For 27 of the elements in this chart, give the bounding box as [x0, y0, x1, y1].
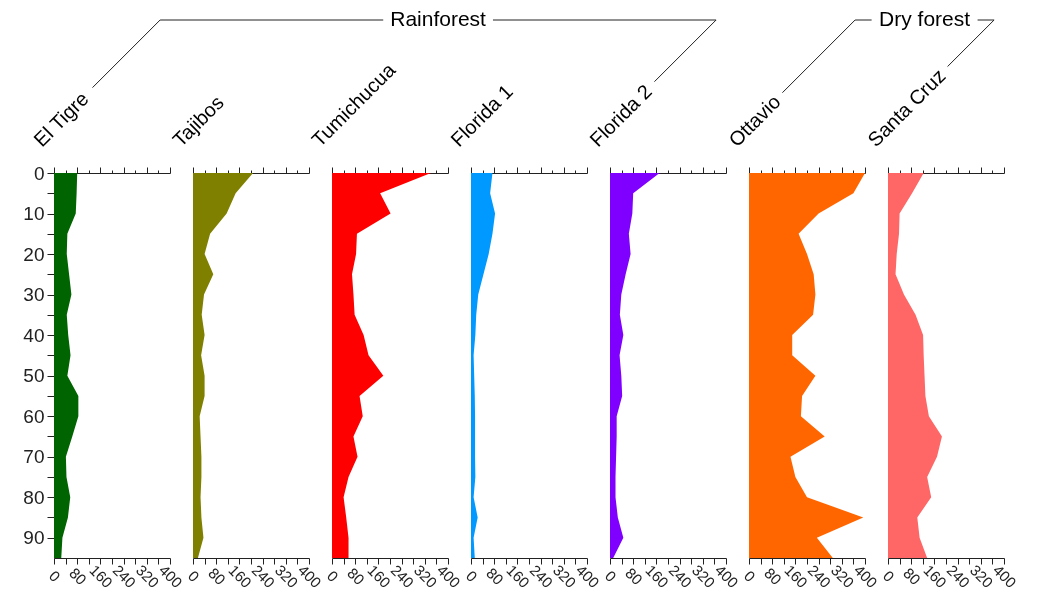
y-tick-label: 20 [23, 243, 45, 265]
x-tick-label: 0 [184, 567, 203, 586]
x-tick-label: 80 [622, 564, 646, 589]
y-tick-label: 50 [23, 365, 45, 387]
y-tick-label: 40 [23, 324, 45, 346]
text: Dry forest [879, 7, 971, 30]
y-tick-label: 90 [23, 527, 45, 549]
chart-title: El Tigre [29, 87, 93, 151]
x-tick-label: 80 [205, 564, 229, 589]
y-tick-label: 80 [23, 486, 45, 508]
x-tick-label: 80 [66, 564, 90, 589]
text: Rainforest [390, 7, 487, 30]
x-tick-label: 0 [879, 567, 898, 586]
x-tick-label: 80 [344, 564, 368, 589]
x-tick-label: 0 [323, 567, 342, 586]
y-tick-label: 0 [33, 162, 45, 184]
x-tick-label: 80 [761, 564, 785, 589]
y-tick-label: 60 [23, 405, 45, 427]
y-tick-label: 70 [23, 446, 45, 468]
y-tick-label: 10 [23, 203, 45, 225]
x-tick-label: 80 [900, 564, 924, 589]
y-tick-label: 30 [23, 284, 45, 306]
x-tick-label: 0 [45, 567, 64, 586]
x-tick-label: 0 [462, 567, 481, 586]
x-tick-label: 80 [483, 564, 507, 589]
x-tick-label: 0 [740, 567, 759, 586]
x-tick-label: 0 [601, 567, 620, 586]
